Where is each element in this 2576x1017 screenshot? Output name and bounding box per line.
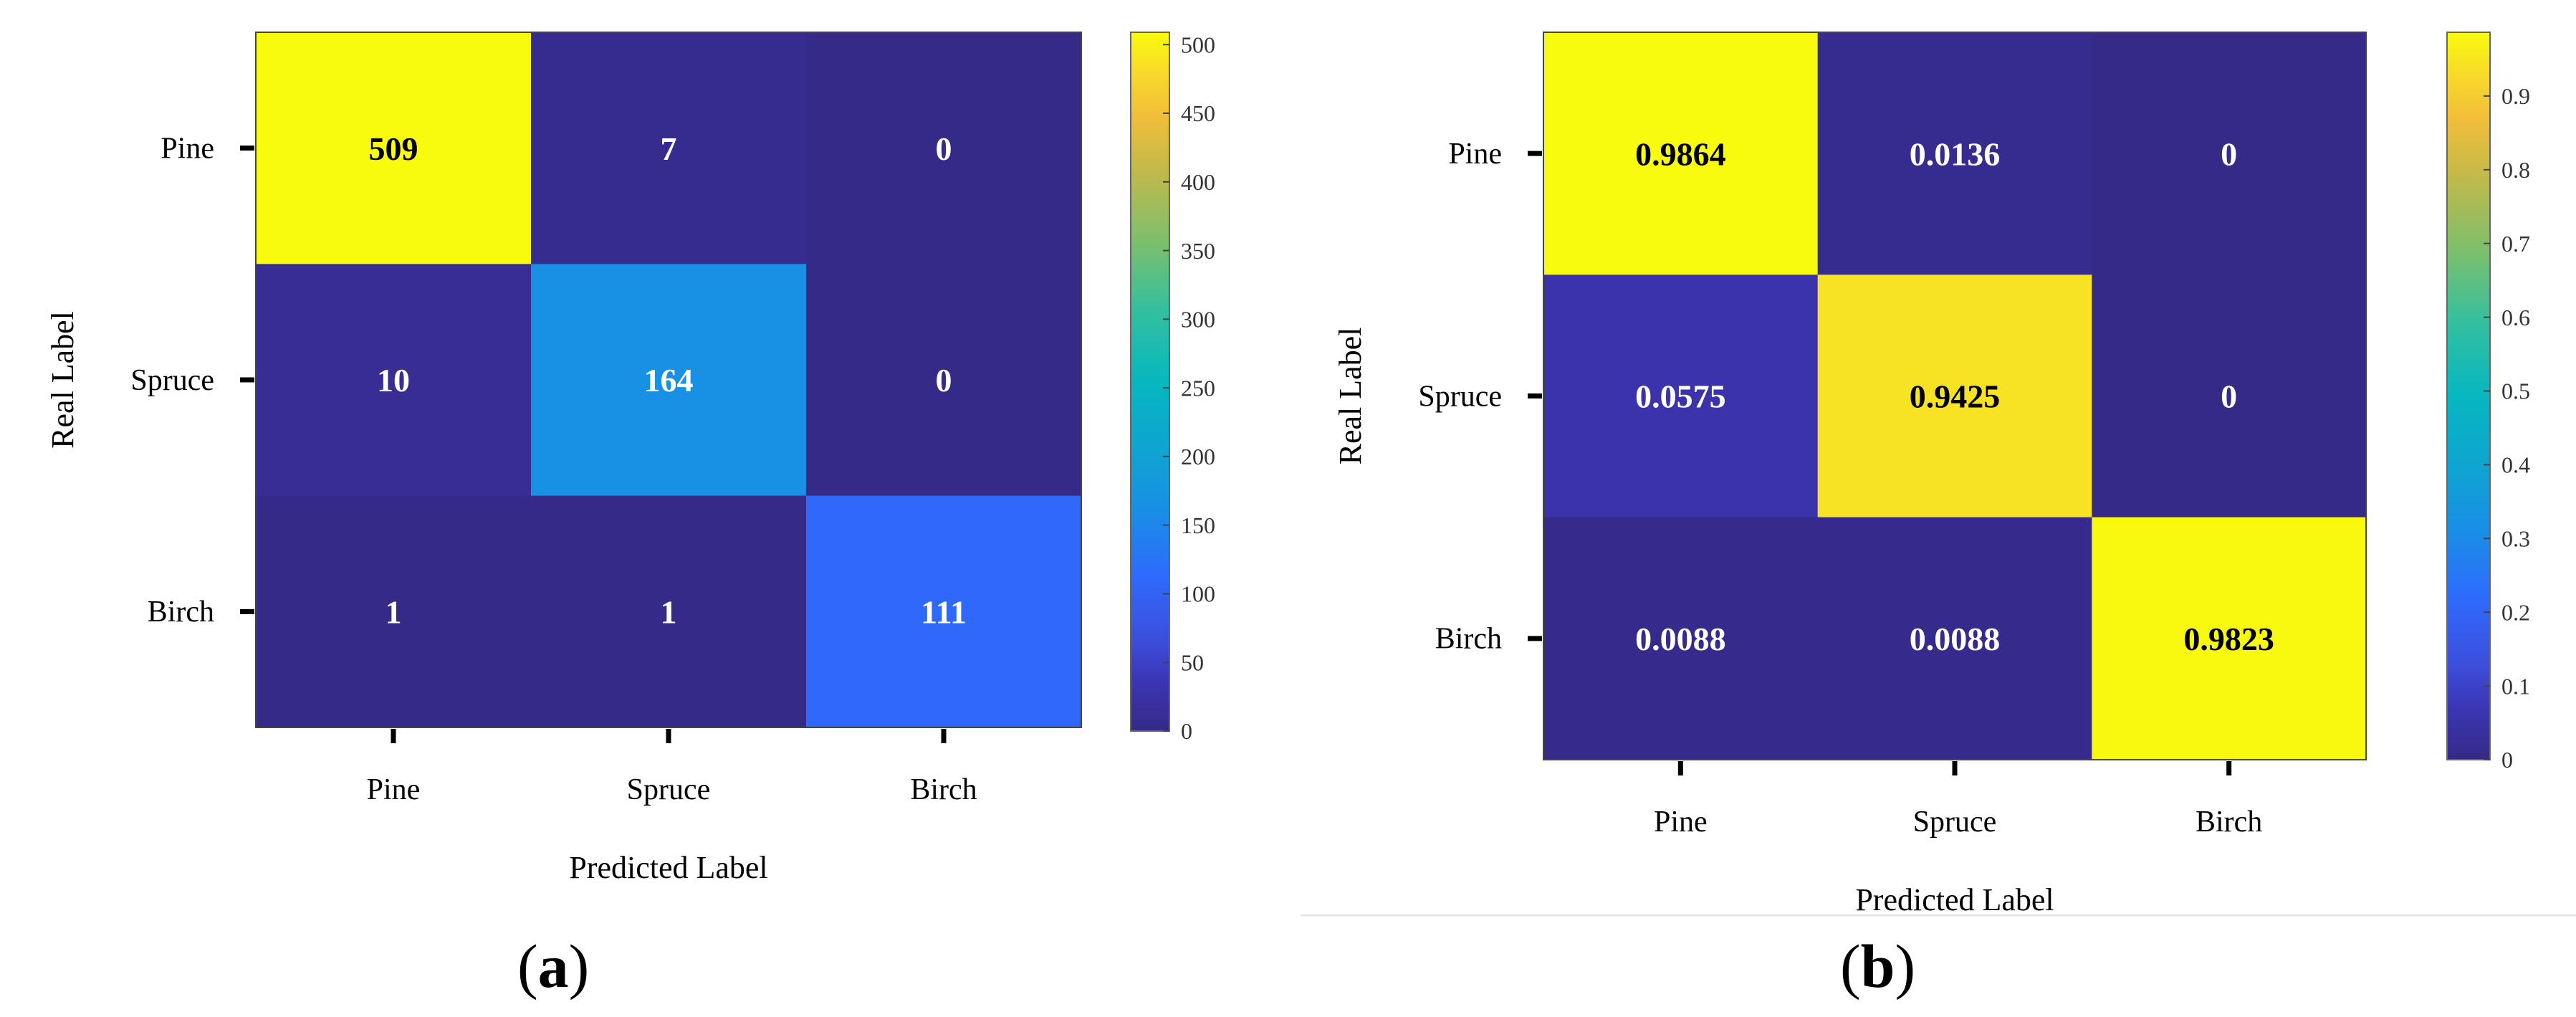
colorbar-tick-label-6: 300 [1181, 307, 1215, 333]
colorbar-tick-label-4: 0.4 [2501, 452, 2530, 478]
colorbar-tick-label-2: 0.2 [2501, 599, 2530, 625]
cell-value-0-2: 0 [936, 130, 952, 167]
y-axis-label: Real Label [45, 311, 80, 449]
cell-value-2-2: 0.9823 [2183, 621, 2274, 657]
cell-2-2 [2092, 517, 2367, 760]
x-tick-label-1: Spruce [627, 773, 711, 806]
colorbar-tick-label-1: 0.1 [2501, 673, 2530, 699]
y-tick-label-1: Spruce [130, 364, 214, 397]
colorbar-tick-label-8: 400 [1181, 169, 1215, 195]
x-tick-label-0: Pine [1654, 806, 1708, 839]
x-tick-label-2: Birch [2196, 806, 2262, 839]
cell-value-0-1: 7 [661, 130, 677, 167]
colorbar-tick-label-10: 500 [1181, 32, 1215, 57]
y-axis-label: Real Label [1333, 328, 1368, 465]
colorbar-tick-label-5: 250 [1181, 375, 1215, 401]
cell-2-2 [806, 495, 1082, 728]
cell-value-1-1: 0.9425 [1910, 378, 2001, 415]
colorbar-tick-label-3: 0.3 [2501, 526, 2530, 552]
colorbar-tick-label-0: 0 [1181, 718, 1192, 744]
cell-2-1 [531, 495, 807, 728]
colorbar-tick-label-7: 0.7 [2501, 231, 2530, 257]
colorbar [1130, 32, 1170, 732]
cell-value-2-1: 1 [661, 593, 677, 630]
cell-2-0 [256, 495, 532, 728]
cell-value-2-2: 111 [921, 593, 967, 630]
x-tick-label-0: Pine [367, 773, 421, 806]
plot-frame [255, 32, 1082, 728]
panel-b-label: (b) [1840, 932, 1916, 1001]
cell-0-0 [256, 32, 532, 264]
cell-value-0-0: 0.9864 [1635, 135, 1726, 172]
y-tick-label-0: Pine [161, 133, 214, 166]
cell-value-0-1: 0.0136 [1910, 135, 2001, 172]
cell-0-1 [1817, 32, 2092, 275]
cell-value-1-1: 164 [644, 362, 694, 398]
colorbar-tick-label-8: 0.8 [2501, 157, 2530, 183]
colorbar-tick-label-5: 0.5 [2501, 378, 2530, 404]
cell-1-0 [256, 264, 532, 497]
x-tick-label-2: Birch [910, 773, 977, 806]
cell-value-0-0: 509 [369, 130, 418, 167]
colorbar-tick-label-7: 350 [1181, 238, 1215, 264]
cell-value-1-0: 0.0575 [1635, 378, 1726, 415]
x-axis-label: Predicted Label [569, 850, 767, 885]
colorbar-tick-label-6: 0.6 [2501, 305, 2530, 330]
cell-0-2 [806, 32, 1082, 264]
cell-value-1-2: 0 [2221, 378, 2237, 415]
cell-value-2-1: 0.0088 [1910, 621, 2001, 657]
cell-value-0-2: 0 [2221, 135, 2237, 172]
panel-a-letter: a [537, 932, 569, 1001]
cell-1-1 [1817, 274, 2092, 518]
colorbar [2446, 32, 2491, 760]
colorbar-tick-label-1: 50 [1181, 649, 1204, 675]
colorbar-tick-label-9: 0.9 [2501, 83, 2530, 109]
y-tick-label-2: Birch [148, 596, 214, 629]
colorbar-tick-label-9: 450 [1181, 100, 1215, 126]
y-tick-label-0: Pine [1448, 138, 1502, 171]
x-tick-label-1: Spruce [1913, 806, 1997, 839]
cell-2-0 [1543, 517, 1819, 760]
colorbar-tick-label-0: 0 [2501, 747, 2513, 773]
cell-value-1-0: 10 [377, 362, 410, 398]
x-axis-label: Predicted Label [1855, 882, 2054, 917]
colorbar-tick-label-2: 100 [1181, 581, 1215, 607]
cell-value-1-2: 0 [936, 362, 952, 398]
cell-1-1 [531, 264, 807, 497]
panel-b-letter: b [1860, 932, 1895, 1001]
colorbar-tick-label-4: 200 [1181, 444, 1215, 469]
cell-value-2-0: 0.0088 [1635, 621, 1726, 657]
cell-1-2 [806, 264, 1082, 497]
panel-a-label: (a) [517, 932, 590, 1001]
cell-2-1 [1817, 517, 2092, 760]
y-tick-label-2: Birch [1435, 623, 1502, 656]
cell-0-0 [1543, 32, 1819, 275]
cell-0-1 [531, 32, 807, 264]
plot-frame [1543, 32, 2367, 760]
cell-0-2 [2092, 32, 2367, 275]
cell-1-0 [1543, 274, 1819, 518]
colorbar-tick-label-3: 150 [1181, 512, 1215, 538]
y-tick-label-1: Spruce [1418, 380, 1502, 413]
cell-value-2-0: 1 [386, 593, 402, 630]
cell-1-2 [2092, 274, 2367, 518]
